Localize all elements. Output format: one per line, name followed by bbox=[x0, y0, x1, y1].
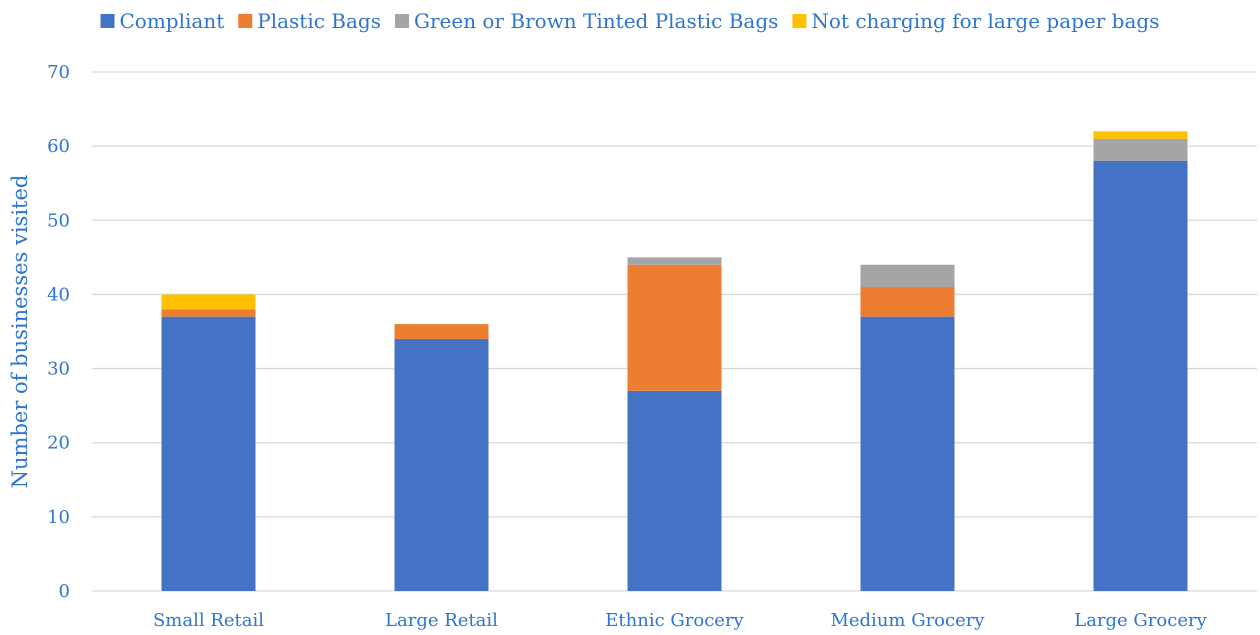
bar-medium-grocery-green-or-brown-tinted-plastic-bags bbox=[860, 264, 955, 288]
y-axis-title: Number of businesses visited bbox=[8, 175, 32, 489]
bar-ethnic-grocery-compliant bbox=[627, 390, 722, 591]
bar-large-retail-compliant bbox=[394, 338, 489, 591]
legend-label-green-or-brown-tinted-plastic-bags: Green or Brown Tinted Plastic Bags bbox=[414, 9, 778, 33]
legend-label-plastic-bags: Plastic Bags bbox=[257, 9, 381, 33]
bar-ethnic-grocery-plastic-bags bbox=[627, 264, 722, 391]
legend-item-plastic-bags: Plastic Bags bbox=[238, 9, 381, 33]
legend-swatch-green-or-brown-tinted-plastic-bags bbox=[394, 14, 409, 28]
y-tick-label-40: 40 bbox=[47, 284, 70, 305]
legend-swatch-plastic-bags bbox=[238, 14, 253, 28]
legend-item-green-or-brown-tinted-plastic-bags: Green or Brown Tinted Plastic Bags bbox=[394, 9, 778, 33]
bars bbox=[161, 131, 1188, 591]
bar-medium-grocery-plastic-bags bbox=[860, 287, 955, 317]
x-tick-label-small-retail: Small Retail bbox=[153, 610, 264, 631]
bar-medium-grocery-compliant bbox=[860, 316, 955, 591]
bar-large-grocery-compliant bbox=[1093, 160, 1188, 591]
bar-small-retail-plastic-bags bbox=[161, 309, 256, 317]
legend: Compliant Plastic Bags Green or Brown Tint… bbox=[100, 9, 1159, 33]
bar-ethnic-grocery-green-or-brown-tinted-plastic-bags bbox=[627, 257, 722, 265]
x-tick-label-large-grocery: Large Grocery bbox=[1074, 610, 1207, 631]
bar-small-retail-compliant bbox=[161, 316, 256, 591]
legend-swatch-compliant bbox=[100, 14, 115, 28]
y-tick-label-30: 30 bbox=[47, 359, 70, 380]
y-axis-ticks: 0 10 20 30 40 50 60 70 bbox=[47, 62, 70, 602]
y-tick-label-50: 50 bbox=[47, 210, 70, 231]
bar-large-grocery-not-charging-for-large-paper-bags bbox=[1093, 131, 1188, 139]
legend-item-not-charging-for-large-paper-bags: Not charging for large paper bags bbox=[792, 9, 1159, 33]
x-tick-label-large-retail: Large Retail bbox=[385, 610, 498, 631]
x-axis-ticks: Small Retail Large Retail Ethnic Grocery Me… bbox=[153, 610, 1208, 631]
bar-large-grocery-green-or-brown-tinted-plastic-bags bbox=[1093, 138, 1188, 161]
legend-item-compliant: Compliant bbox=[100, 9, 225, 33]
x-tick-label-medium-grocery: Medium Grocery bbox=[830, 610, 985, 631]
y-tick-label-20: 20 bbox=[47, 433, 70, 454]
legend-label-not-charging-for-large-paper-bags: Not charging for large paper bags bbox=[811, 9, 1159, 33]
legend-swatch-not-charging-for-large-paper-bags bbox=[792, 14, 807, 28]
legend-label-compliant: Compliant bbox=[120, 9, 225, 33]
x-tick-label-ethnic-grocery: Ethnic Grocery bbox=[605, 610, 744, 631]
bar-large-retail-plastic-bags bbox=[394, 324, 489, 339]
y-tick-label-10: 10 bbox=[47, 507, 70, 528]
bar-small-retail-not-charging-for-large-paper-bags bbox=[161, 294, 256, 310]
y-tick-label-70: 70 bbox=[47, 62, 70, 83]
y-tick-label-0: 0 bbox=[59, 581, 70, 602]
y-tick-label-60: 60 bbox=[47, 136, 70, 157]
